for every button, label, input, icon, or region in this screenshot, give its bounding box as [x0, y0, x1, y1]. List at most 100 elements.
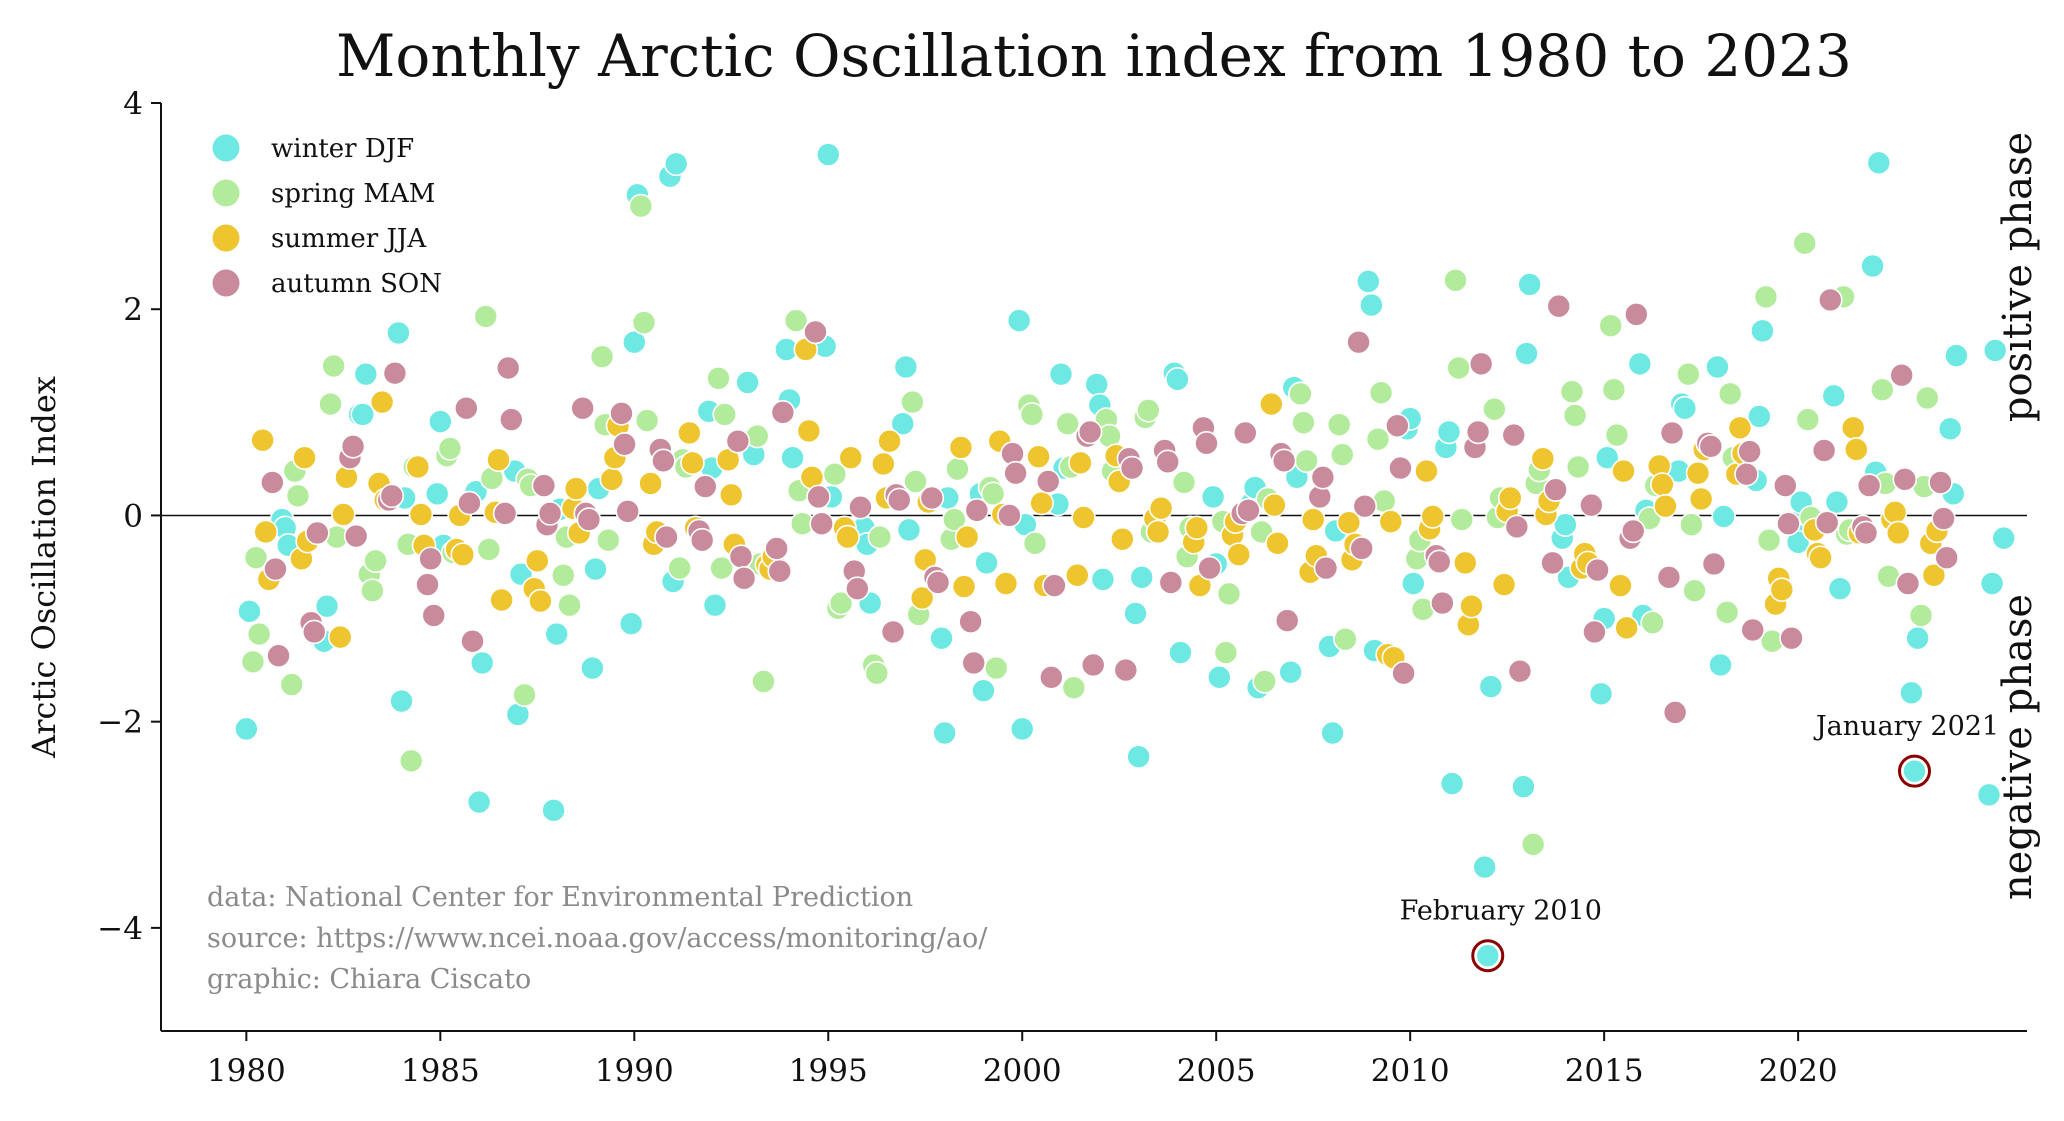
data-point — [628, 193, 654, 219]
data-point — [1197, 555, 1222, 581]
data-point — [1365, 426, 1391, 452]
data-point — [563, 476, 589, 501]
data-point — [1326, 412, 1352, 438]
series-spring — [240, 193, 1940, 857]
x-tick-label: 1985 — [401, 1053, 480, 1089]
data-point — [1853, 520, 1879, 546]
data-point — [415, 572, 440, 597]
data-point — [1773, 473, 1798, 498]
data-point — [1501, 422, 1527, 448]
data-point — [980, 481, 1006, 507]
data-point — [576, 507, 602, 532]
data-point — [1734, 461, 1759, 487]
data-point — [709, 555, 734, 581]
data-point — [1711, 504, 1736, 529]
data-point — [1885, 520, 1911, 546]
data-point — [974, 550, 999, 576]
data-point — [1627, 351, 1653, 377]
data-point — [531, 473, 557, 498]
data-point — [983, 655, 1009, 681]
data-point — [925, 570, 951, 595]
data-point — [1517, 272, 1542, 297]
data-point — [1659, 420, 1685, 446]
data-point — [424, 481, 450, 507]
data-point — [1662, 700, 1688, 725]
data-point — [1068, 450, 1093, 476]
data-point — [1504, 514, 1530, 540]
data-point — [1216, 581, 1242, 607]
data-point — [1414, 458, 1439, 484]
data-point — [1737, 439, 1762, 464]
data-point — [1934, 545, 1959, 571]
data-point — [845, 576, 870, 601]
data-point — [1756, 527, 1782, 553]
data-point — [1022, 530, 1048, 556]
data-point — [583, 556, 608, 582]
data-point — [1055, 411, 1080, 436]
data-point — [919, 485, 945, 511]
data-point — [1482, 396, 1507, 422]
data-point — [806, 484, 831, 510]
data-point — [1391, 660, 1416, 686]
data-point — [1824, 489, 1850, 515]
data-point — [677, 420, 702, 446]
data-point — [363, 548, 388, 574]
data-point — [886, 487, 912, 513]
data-point — [1426, 549, 1452, 575]
data-point — [379, 483, 405, 509]
x-tick-label: 2020 — [1759, 1053, 1838, 1089]
data-point — [1543, 477, 1568, 502]
data-point — [1750, 318, 1775, 344]
data-point — [929, 625, 954, 651]
data-point — [1717, 381, 1743, 407]
data-point — [1278, 659, 1303, 685]
data-point — [609, 401, 634, 426]
data-point — [1145, 519, 1171, 545]
data-point — [473, 304, 499, 329]
data-point — [890, 411, 916, 436]
data-point — [1540, 550, 1565, 576]
credit-data: data: National Center for Environmental … — [207, 882, 913, 913]
data-point — [1640, 610, 1665, 635]
data-point — [595, 527, 621, 553]
data-point — [961, 650, 987, 676]
data-point — [1478, 674, 1504, 699]
data-point — [1514, 341, 1539, 366]
data-point — [437, 436, 463, 461]
data-point — [301, 619, 327, 645]
credit-graphic: graphic: Chiara Ciscato — [207, 964, 531, 995]
data-point — [469, 650, 495, 676]
legend-marker — [212, 269, 240, 297]
data-point — [1113, 657, 1139, 683]
data-point — [1320, 720, 1345, 746]
data-point — [1155, 449, 1181, 475]
data-point — [731, 566, 757, 591]
data-point — [1110, 526, 1135, 552]
data-point — [1385, 413, 1410, 439]
data-point — [528, 588, 553, 614]
data-point — [1048, 361, 1074, 387]
data-point — [621, 329, 647, 355]
data-point — [1530, 446, 1556, 472]
negative-phase-label: negative phase — [1995, 594, 2041, 900]
data-point — [971, 678, 996, 704]
data-point — [266, 643, 291, 668]
data-point — [1194, 430, 1219, 456]
data-point — [712, 402, 737, 427]
data-point — [1921, 562, 1947, 588]
data-point — [1814, 510, 1840, 535]
data-point — [1258, 391, 1284, 417]
data-point — [428, 409, 453, 434]
data-point — [1452, 550, 1478, 576]
data-point — [1084, 372, 1110, 397]
data-point — [1520, 832, 1546, 857]
data-point — [1714, 600, 1740, 625]
data-point — [1588, 681, 1614, 707]
data-point — [389, 688, 414, 714]
data-points — [234, 142, 2017, 969]
data-point — [893, 354, 919, 380]
data-point — [1265, 530, 1290, 556]
data-point — [942, 507, 967, 532]
data-point — [997, 503, 1022, 528]
data-point — [398, 748, 424, 774]
